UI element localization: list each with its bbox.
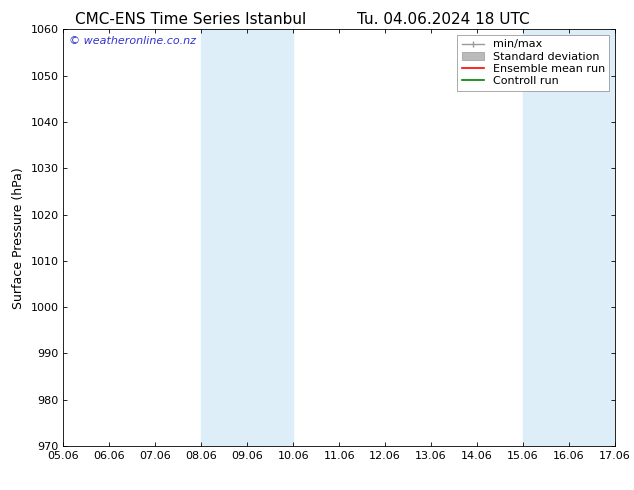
Text: Tu. 04.06.2024 18 UTC: Tu. 04.06.2024 18 UTC — [358, 12, 530, 27]
Bar — [202, 29, 293, 446]
Text: CMC-ENS Time Series Istanbul: CMC-ENS Time Series Istanbul — [75, 12, 306, 27]
Bar — [523, 29, 615, 446]
Text: © weatheronline.co.nz: © weatheronline.co.nz — [69, 36, 196, 46]
Y-axis label: Surface Pressure (hPa): Surface Pressure (hPa) — [12, 167, 25, 309]
Legend: min/max, Standard deviation, Ensemble mean run, Controll run: min/max, Standard deviation, Ensemble me… — [457, 35, 609, 91]
